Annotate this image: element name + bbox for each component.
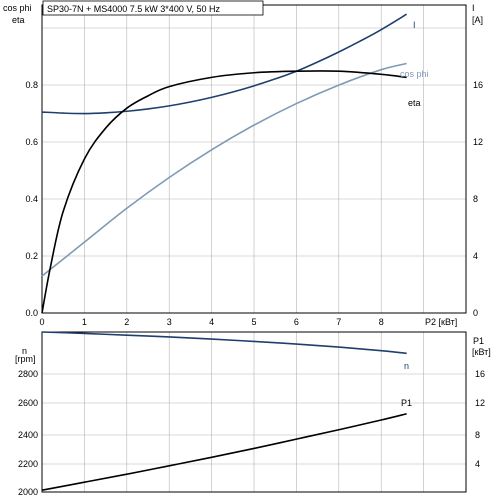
top-right-tick-label: 12 bbox=[473, 137, 483, 147]
chart-title-box bbox=[42, 0, 264, 16]
x-tick-label: 0 bbox=[39, 317, 44, 327]
bottom-left-axis-label-bottom: [rpm] bbox=[15, 354, 36, 364]
top-plot-grid bbox=[42, 5, 466, 313]
top-right-tick-label: 4 bbox=[473, 251, 478, 261]
x-tick-label: 6 bbox=[294, 317, 299, 327]
series-line-eta bbox=[41, 70, 407, 314]
series-label-i: I bbox=[413, 20, 416, 30]
top-right-axis-label-top: I bbox=[472, 3, 475, 13]
bottom-right-tick-label: 12 bbox=[475, 398, 485, 408]
top-right-tick-label: 8 bbox=[473, 194, 478, 204]
x-tick-label: 1 bbox=[82, 317, 87, 327]
top-series-group bbox=[41, 13, 408, 314]
chart-title: SP30-7N + MS4000 7.5 kW 3*400 V, 50 Hz bbox=[47, 4, 221, 14]
top-left-axis-label-bottom: eta bbox=[12, 15, 25, 25]
bottom-left-tick-label: 2800 bbox=[18, 369, 38, 379]
top-right-tick-label: 0 bbox=[473, 308, 478, 318]
x-axis-label: P2 [кВт] bbox=[425, 317, 457, 327]
top-left-tick-label: 0.2 bbox=[25, 251, 38, 261]
top-left-tick-labels: 0.0 0.2 0.4 0.6 0.8 bbox=[25, 80, 38, 318]
top-left-axis-label-top: cos phi bbox=[3, 3, 32, 13]
bottom-right-tick-label: 16 bbox=[475, 369, 485, 379]
bottom-right-axis-label-top: P1 bbox=[473, 336, 484, 346]
x-tick-label: 5 bbox=[251, 317, 256, 327]
x-tick-label: 2 bbox=[124, 317, 129, 327]
bottom-plot-grid bbox=[42, 332, 466, 492]
top-right-tick-label: 16 bbox=[473, 80, 483, 90]
top-left-tick-label: 0.6 bbox=[25, 137, 38, 147]
bottom-right-tick-label: 8 bbox=[475, 430, 480, 440]
series-line-i bbox=[41, 13, 408, 115]
top-left-tick-label: 0.4 bbox=[25, 194, 38, 204]
top-right-axis-label-bottom: [A] bbox=[472, 15, 483, 25]
top-left-tick-label: 0.8 bbox=[25, 80, 38, 90]
top-left-tick-label: 0.0 bbox=[25, 308, 38, 318]
bottom-plot-frame bbox=[41, 331, 467, 493]
bottom-left-tick-labels: 2000 2200 2400 2600 2800 bbox=[18, 369, 38, 497]
x-tick-labels: 0 1 2 3 4 5 6 7 8 bbox=[39, 317, 383, 327]
series-line-p1 bbox=[41, 413, 407, 492]
bottom-left-tick-label: 2600 bbox=[18, 398, 38, 408]
bottom-right-tick-labels: 4 8 12 16 bbox=[475, 369, 485, 469]
bottom-left-axis-label-top: n bbox=[22, 346, 27, 356]
series-label-n: n bbox=[404, 361, 409, 371]
x-tick-label: 8 bbox=[379, 317, 384, 327]
bottom-left-tick-label: 2200 bbox=[18, 459, 38, 469]
x-tick-label: 4 bbox=[209, 317, 214, 327]
x-tick-label: 7 bbox=[336, 317, 341, 327]
top-right-tick-labels: 0 4 8 12 16 bbox=[473, 80, 483, 318]
series-label-eta: eta bbox=[408, 98, 421, 108]
bottom-right-tick-label: 4 bbox=[475, 459, 480, 469]
series-label-p1: P1 bbox=[401, 398, 412, 408]
bottom-left-tick-label: 2000 bbox=[18, 487, 38, 497]
bottom-series-group bbox=[41, 331, 407, 492]
bottom-right-axis-label-bottom: [кВт] bbox=[472, 347, 491, 357]
series-label-cos-phi: cos phi bbox=[400, 69, 429, 79]
series-line-cos-phi bbox=[41, 62, 407, 277]
series-line-n bbox=[41, 331, 407, 355]
x-tick-label: 3 bbox=[167, 317, 172, 327]
bottom-left-tick-label: 2400 bbox=[18, 430, 38, 440]
